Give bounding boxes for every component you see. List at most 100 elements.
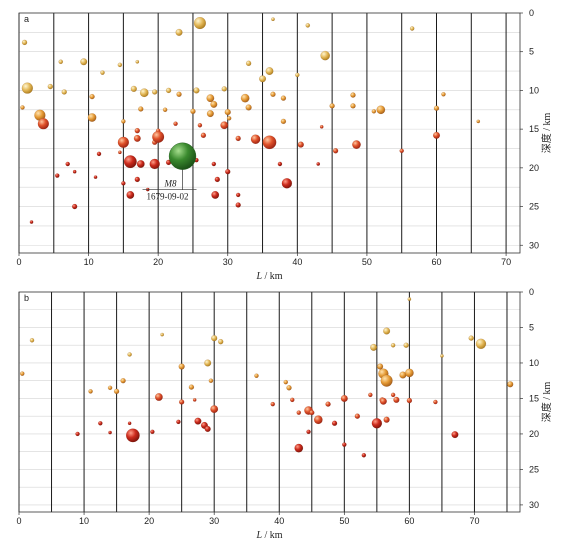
earthquake-point: [245, 60, 252, 66]
earthquake-point: [361, 452, 367, 458]
earthquake-point: [98, 421, 103, 426]
panel-a-points: [20, 17, 481, 224]
x-tick-label: 0: [16, 257, 21, 267]
panel-a-grid: [19, 12, 520, 246]
earthquake-point: [20, 371, 25, 376]
earthquake-point: [139, 88, 149, 98]
earthquake-point: [305, 23, 311, 28]
y-tick-label: 20: [529, 163, 539, 173]
panel-a-annotation: M8 1679-09-02: [142, 169, 197, 202]
earthquake-point: [225, 169, 231, 175]
x-tick-label: 50: [362, 257, 372, 267]
earthquake-point: [350, 92, 356, 98]
earthquake-point: [235, 192, 241, 198]
earthquake-point: [320, 50, 330, 61]
earthquake-point: [383, 327, 391, 335]
earthquake-point: [75, 431, 80, 437]
panel-a-x-label-sep: /: [262, 271, 270, 282]
earthquake-point: [403, 342, 409, 348]
y-tick-label: 25: [529, 464, 539, 474]
x-tick-label: 40: [292, 257, 302, 267]
main-shock-point: [168, 142, 197, 170]
earthquake-point: [295, 72, 300, 78]
earthquake-point: [306, 429, 311, 435]
earthquake-point: [117, 62, 123, 68]
earthquake-point: [220, 121, 229, 130]
earthquake-point: [211, 335, 218, 342]
earthquake-point: [441, 92, 446, 97]
earthquake-point: [259, 75, 267, 83]
panel-b-points: [20, 297, 514, 458]
earthquake-point: [254, 373, 259, 378]
y-tick-label: 25: [529, 202, 539, 212]
earthquake-point: [121, 119, 126, 124]
y-tick-label: 30: [529, 240, 539, 250]
y-tick-label: 5: [529, 322, 534, 332]
panel-b-x-label-unit: km: [270, 530, 283, 541]
earthquake-point: [476, 119, 481, 124]
earthquake-point: [96, 151, 102, 157]
panel-b-x-ticks: 0 10 20 30 40 50 60 70: [16, 512, 479, 526]
earthquake-point: [270, 91, 276, 97]
earthquake-point: [350, 103, 356, 109]
earthquake-point: [134, 128, 140, 134]
earthquake-point: [210, 100, 218, 108]
x-tick-label: 70: [501, 257, 511, 267]
earthquake-point: [125, 428, 140, 443]
earthquake-point: [262, 135, 277, 150]
y-tick-label: 15: [529, 124, 539, 134]
earthquake-point: [200, 132, 207, 138]
panel-a-y-ticks: 0 5 10 15 20 25 30: [520, 8, 539, 250]
earthquake-point: [370, 343, 378, 351]
earthquake-point: [71, 203, 78, 210]
y-tick-label: 0: [529, 8, 534, 18]
earthquake-point: [134, 176, 140, 183]
x-tick-label: 60: [404, 516, 414, 526]
earthquake-point: [136, 160, 145, 168]
earthquake-point: [87, 113, 97, 122]
x-tick-label: 50: [339, 516, 349, 526]
x-tick-label: 30: [223, 257, 233, 267]
panel-a-frame: [18, 12, 521, 254]
panel-b-letter: b: [24, 293, 29, 303]
earthquake-point: [80, 58, 88, 66]
y-tick-label: 0: [529, 287, 534, 297]
earthquake-point: [368, 392, 373, 398]
earthquake-point: [165, 87, 172, 94]
panel-b-frame: [18, 291, 521, 513]
earthquake-point: [250, 134, 261, 144]
x-tick-label: 30: [209, 516, 219, 526]
earthquake-point: [313, 415, 323, 425]
earthquake-point: [342, 442, 347, 447]
earthquake-point: [325, 401, 331, 407]
earthquake-point: [118, 150, 122, 155]
earthquake-point: [280, 118, 287, 125]
panel-a-y-label: 深度 / km: [540, 113, 553, 154]
earthquake-point: [354, 413, 361, 419]
earthquake-point: [176, 419, 181, 425]
earthquake-point: [432, 131, 441, 139]
earthquake-point: [65, 161, 70, 167]
earthquake-point: [294, 443, 304, 453]
earthquake-point: [240, 93, 250, 103]
earthquake-point: [352, 140, 361, 149]
earthquake-point: [433, 105, 440, 111]
earthquake-point: [20, 105, 25, 110]
earthquake-point: [406, 397, 413, 404]
earthquake-point: [113, 388, 120, 395]
earthquake-point: [399, 148, 404, 154]
earthquake-point: [409, 26, 415, 31]
earthquake-point: [271, 17, 275, 22]
earthquake-point: [277, 161, 283, 167]
earthquake-point: [135, 59, 140, 64]
earthquake-point: [130, 85, 137, 92]
earthquake-point: [214, 176, 220, 183]
earthquake-point: [226, 116, 232, 121]
earthquake-point: [89, 93, 95, 100]
earthquake-point: [218, 339, 224, 345]
earthquake-point: [383, 416, 390, 423]
earthquake-point: [281, 178, 293, 189]
panel-b-x-label-var: L: [255, 530, 262, 541]
earthquake-point: [152, 89, 158, 95]
